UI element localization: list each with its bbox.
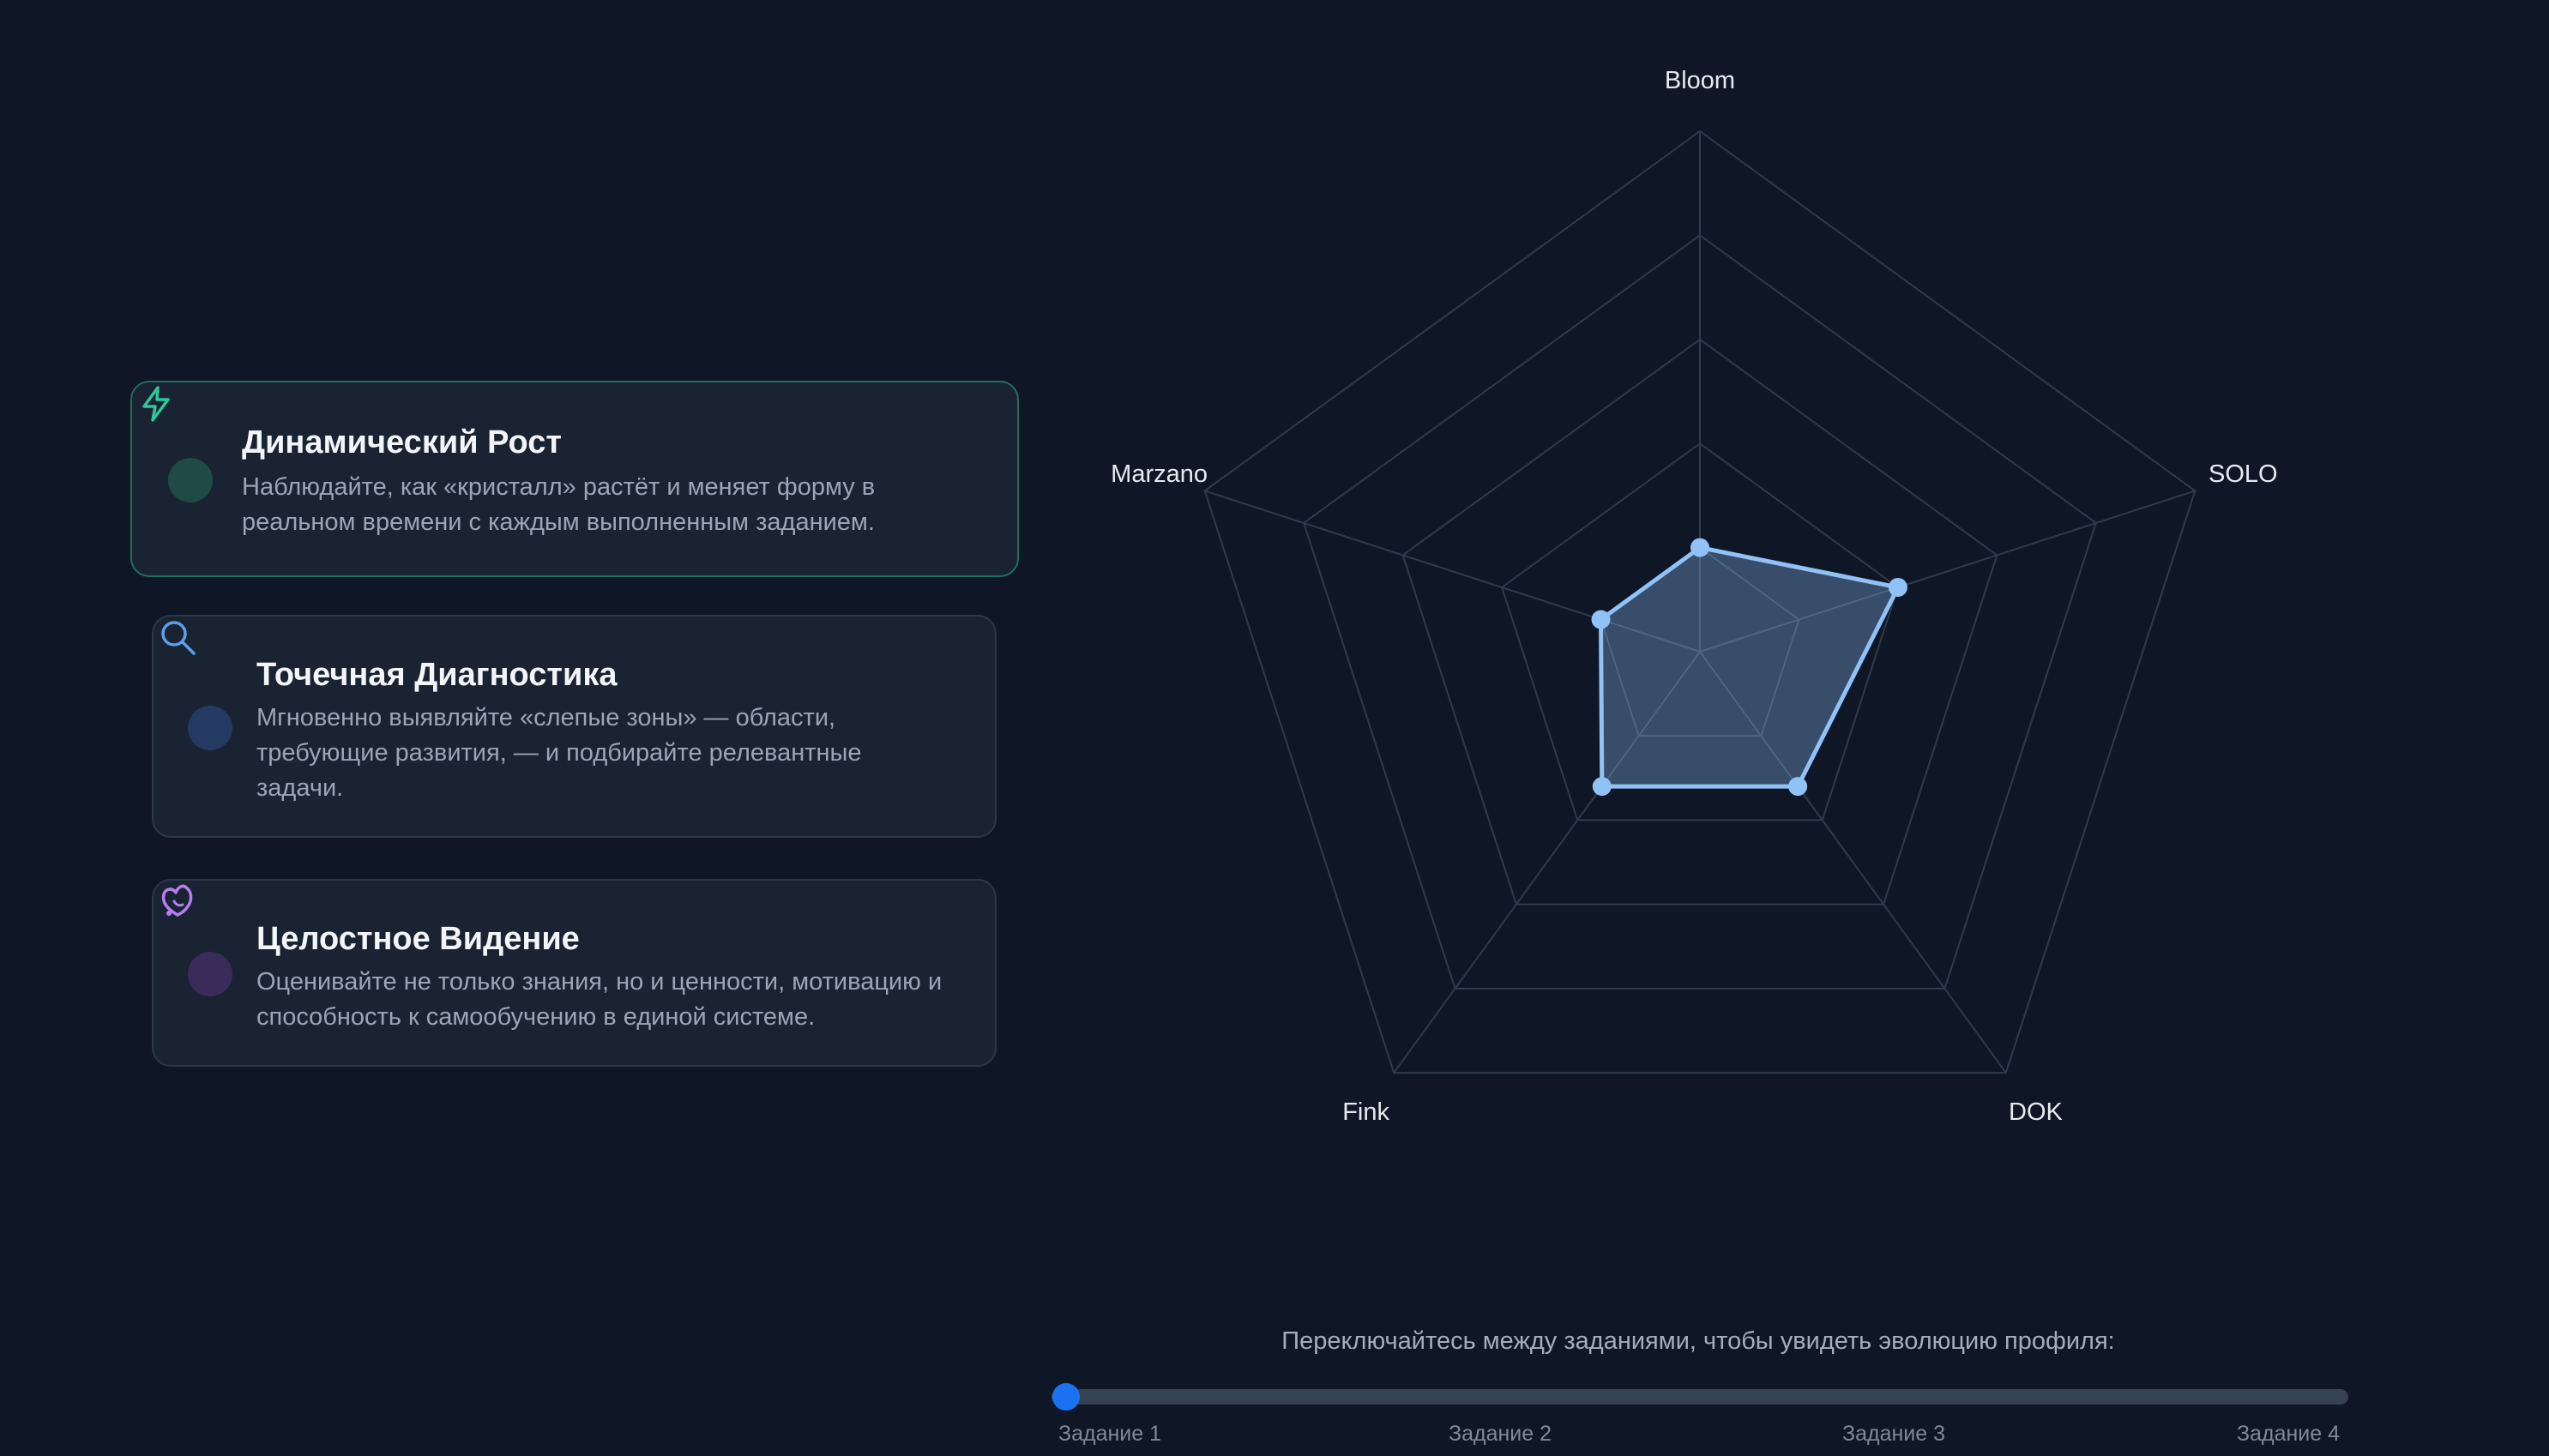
feature-card-holistic-vision[interactable]: Целостное Видение Оценивайте не только з…	[152, 879, 997, 1067]
radar-grid-ring	[1500, 442, 1900, 821]
radar-data-point	[1788, 777, 1808, 797]
feature-dot	[188, 706, 232, 750]
feature-card-pinpoint-diagnostics[interactable]: Точечная Диагностика Мгновенно выявляйте…	[152, 615, 997, 838]
radar-axis-spoke	[1393, 651, 1701, 1074]
radar-axis-label-fink: Fink	[1342, 1098, 1389, 1126]
slider-label-task-4[interactable]: Задание 4	[2237, 1422, 2341, 1446]
radar-axis-spoke	[1699, 651, 2007, 1074]
feature-description: Наблюдайте, как «кристалл» растёт и меня…	[242, 473, 876, 536]
radar-data-point	[1592, 777, 1612, 797]
radar-series-area	[1599, 545, 1901, 789]
radar-axis-label-bloom: Bloom	[1665, 67, 1735, 94]
feature-dot	[188, 952, 232, 996]
radar-grid-ring	[1302, 234, 2098, 990]
slider-caption: Переключайтесь между заданиями, чтобы ув…	[1281, 1327, 2115, 1355]
slider-track[interactable]	[1052, 1389, 2348, 1405]
feature-title: Целостное Видение	[256, 921, 580, 957]
feature-card-dynamic-growth[interactable]: Динамический Рост Наблюдайте, как «крист…	[130, 381, 1019, 577]
feature-description: Оценивайте не только знания, но и ценнос…	[256, 968, 943, 1031]
slider-label-task-2[interactable]: Задание 2	[1449, 1422, 1552, 1446]
radar-grid-ring	[1401, 338, 1998, 905]
radar-axis-spoke	[1699, 490, 2196, 653]
magnifier-icon	[161, 621, 196, 655]
radar-axis-spoke	[1204, 490, 1701, 653]
radar-grid-ring	[1203, 129, 2196, 1074]
slider-thumb[interactable]	[1052, 1383, 1080, 1411]
radar-axis-label-dok: DOK	[2009, 1098, 2064, 1126]
feature-dot	[168, 458, 213, 502]
feature-description: Мгновенно выявляйте «слепые зоны» — обла…	[256, 704, 862, 802]
slider-label-task-3[interactable]: Задание 3	[1842, 1422, 1946, 1446]
radar-data-point	[1690, 538, 1709, 557]
heart-sprout-icon	[161, 884, 193, 917]
feature-title: Точечная Диагностика	[256, 657, 618, 693]
radar-data-point	[1591, 610, 1611, 629]
lightning-icon	[142, 386, 170, 422]
radar-axis-label-marzano: Marzano	[1111, 460, 1208, 488]
radar-data-point	[1888, 577, 1907, 597]
feature-title: Динамический Рост	[242, 424, 562, 460]
slider-label-task-1[interactable]: Задание 1	[1058, 1422, 1162, 1446]
radar-axis-label-solo: SOLO	[2209, 460, 2278, 488]
